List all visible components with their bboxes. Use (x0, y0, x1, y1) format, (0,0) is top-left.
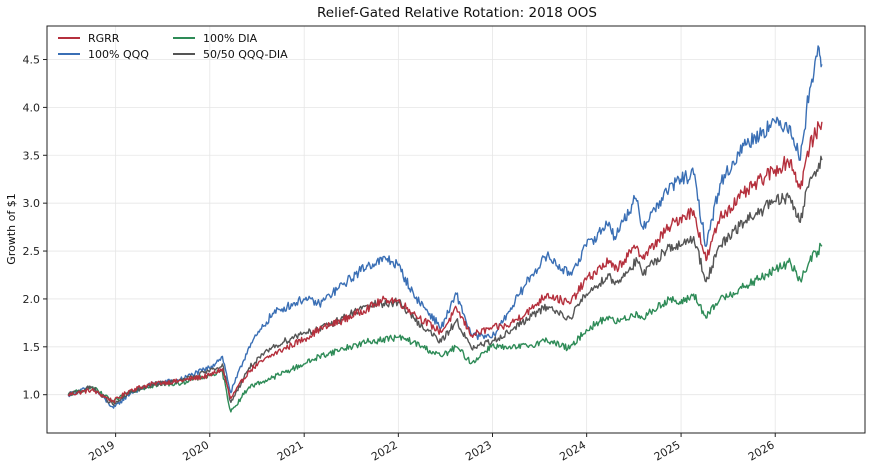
y-tick-label: 2.5 (23, 245, 41, 258)
grid-lines (47, 26, 865, 433)
y-tick-label: 1.5 (23, 341, 41, 354)
series-line-rgrr (67, 121, 823, 404)
plot-series (67, 45, 823, 413)
legend-label: 50/50 QQQ-DIA (203, 48, 288, 61)
y-tick-label: 4.0 (23, 101, 41, 114)
y-tick-label: 4.5 (23, 54, 41, 67)
y-tick-label: 2.0 (23, 293, 41, 306)
y-tick-label: 3.0 (23, 197, 41, 210)
legend-label: 100% QQQ (88, 48, 149, 61)
legend-label: RGRR (88, 32, 120, 45)
y-tick-label: 1.0 (23, 389, 41, 402)
legend: RGRR 100% QQQ 100% DIA 50/50 QQQ-DIA (58, 32, 288, 61)
series-line-100-qqq (67, 45, 823, 409)
chart-title: Relief-Gated Relative Rotation: 2018 OOS (317, 5, 597, 21)
y-tick-label: 3.5 (23, 149, 41, 162)
y-axis: 1.0 1.5 2.0 2.5 3.0 3.5 4.0 4.5 (23, 54, 47, 402)
plot-frame (46, 25, 866, 434)
y-axis-label: Growth of $1 (5, 193, 18, 264)
legend-label: 100% DIA (203, 32, 258, 45)
series-line-50-50-qqq-dia (67, 155, 823, 406)
